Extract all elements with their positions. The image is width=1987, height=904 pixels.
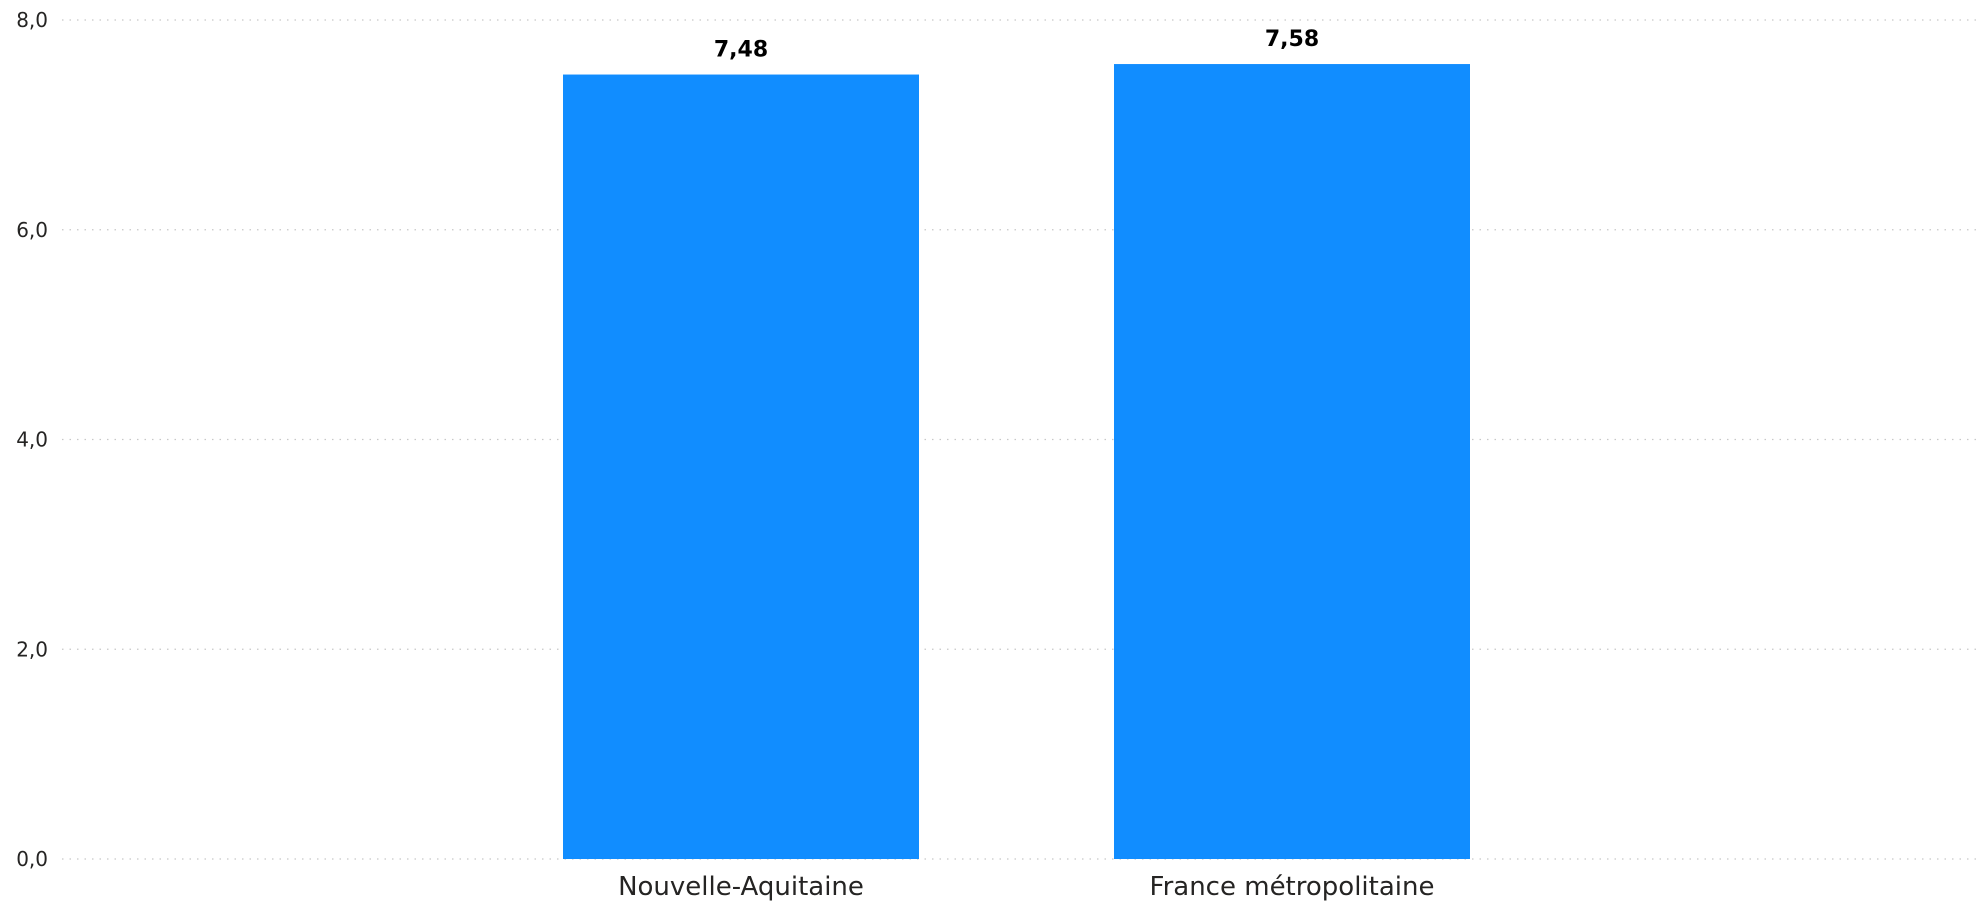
x-category-label: France métropolitaine [1150,872,1435,902]
bar-value-label: 7,48 [714,38,768,63]
data-labels: 7,48 7,58 [714,27,1319,62]
y-tick-label: 8,0 [16,8,48,32]
x-category-label: Nouvelle-Aquitaine [618,872,864,902]
y-tick-label: 0,0 [16,847,48,871]
y-axis-ticks: 0,0 2,0 4,0 6,0 8,0 [16,8,48,871]
gridlines [62,19,1980,860]
y-tick-label: 6,0 [16,218,48,242]
bars [563,64,1470,860]
bar-value-label: 7,58 [1265,27,1319,52]
y-tick-label: 4,0 [16,428,48,452]
bar [1114,64,1470,860]
x-axis-ticks: Nouvelle-Aquitaine France métropolitaine [618,872,1434,902]
y-tick-label: 2,0 [16,637,48,661]
bar [563,74,919,859]
